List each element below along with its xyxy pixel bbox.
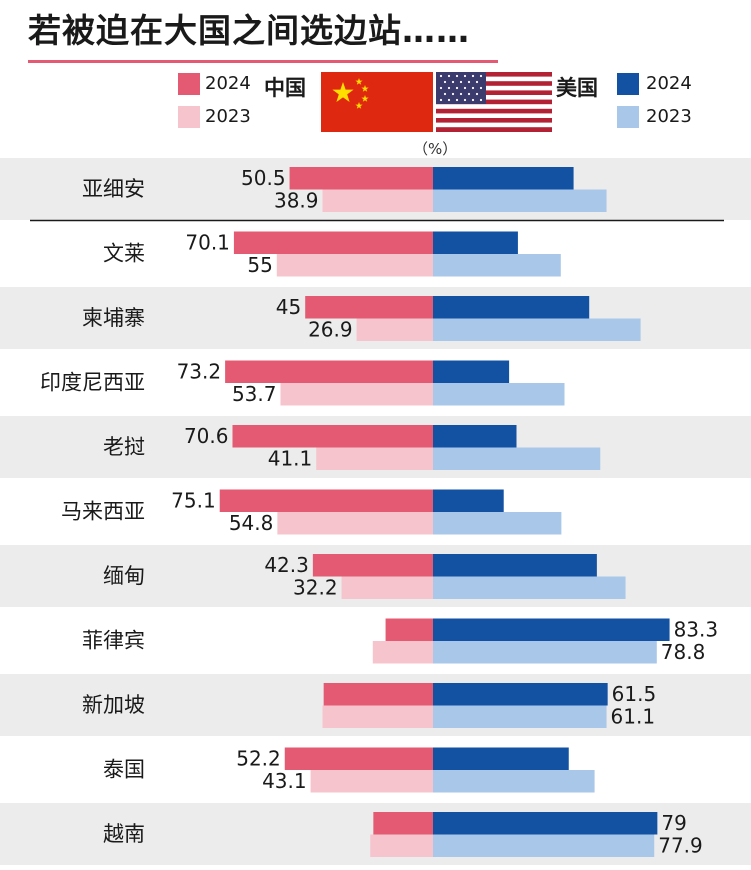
bar-us-2023-row-3 — [433, 383, 565, 406]
bar-us-2024-row-1 — [433, 231, 518, 254]
category-label-row-10: 越南 — [103, 822, 145, 846]
bar-china-2023-row-8 — [322, 705, 433, 728]
bar-china-2023-row-10 — [370, 834, 433, 857]
bar-china-2023-row-0 — [322, 189, 433, 212]
legend-china-2023-label: 2023 — [205, 106, 251, 127]
bar-china-2023-row-4 — [316, 447, 433, 470]
bar-china-2024-row-6 — [312, 554, 433, 577]
category-label-row-8: 新加坡 — [82, 693, 145, 717]
bar-china-2023-row-1 — [276, 254, 433, 277]
title-underline — [28, 60, 498, 63]
data-label-china-2024-row-6: 42.3 — [264, 553, 309, 577]
data-label-us-2024-row-8: 61.5 — [612, 682, 657, 706]
bar-china-2024-row-4 — [232, 425, 433, 448]
bar-china-2023-row-3 — [280, 383, 433, 406]
data-label-us-2023-row-10: 77.9 — [658, 833, 703, 857]
bar-us-2023-row-1 — [433, 254, 561, 277]
bar-us-2024-row-4 — [433, 425, 517, 448]
bar-china-2024-row-2 — [305, 296, 433, 319]
bar-us-2023-row-6 — [433, 576, 626, 599]
data-label-us-2024-row-10: 79 — [661, 811, 686, 835]
legend-china-2023-swatch — [178, 106, 200, 128]
legend-china-2024-label: 2024 — [205, 73, 251, 94]
category-label-row-7: 菲律宾 — [82, 629, 145, 653]
bar-china-2023-row-5 — [277, 512, 433, 535]
bar-china-2024-row-8 — [323, 683, 433, 706]
legend-china-2024-swatch — [178, 73, 200, 95]
bar-us-2024-row-6 — [433, 554, 597, 577]
category-label-row-5: 马来西亚 — [61, 500, 145, 524]
legend-us-2023-swatch — [617, 106, 639, 128]
us-flag-icon — [436, 72, 552, 132]
bar-china-2024-row-9 — [284, 747, 433, 770]
bar-china-2023-row-2 — [356, 318, 433, 341]
data-label-china-2024-row-3: 73.2 — [177, 359, 222, 383]
bar-us-2023-row-10 — [433, 834, 655, 857]
category-label-row-6: 缅甸 — [103, 564, 145, 588]
bar-china-2024-row-0 — [289, 167, 433, 190]
bar-china-2024-row-10 — [373, 812, 433, 835]
data-label-china-2023-row-9: 43.1 — [262, 769, 307, 793]
legend-us-2024-label: 2024 — [646, 73, 692, 94]
category-label-row-2: 柬埔寨 — [82, 306, 145, 330]
china-flag-icon — [321, 72, 433, 132]
bar-china-2024-row-1 — [233, 231, 433, 254]
data-label-china-2024-row-0: 50.5 — [241, 166, 286, 190]
data-label-us-2023-row-7: 78.8 — [661, 640, 706, 664]
bar-us-2024-row-7 — [433, 618, 670, 641]
bar-china-2023-row-7 — [372, 641, 433, 664]
data-label-us-2023-row-8: 61.1 — [611, 704, 656, 728]
bar-us-2023-row-7 — [433, 641, 657, 664]
bar-china-2023-row-6 — [341, 576, 433, 599]
category-label-row-4: 老挝 — [103, 435, 145, 459]
data-label-china-2024-row-9: 52.2 — [236, 746, 281, 770]
bar-us-2024-row-3 — [433, 360, 510, 383]
bar-us-2024-row-5 — [433, 489, 504, 512]
unit-label: （%） — [413, 140, 458, 158]
data-label-china-2023-row-0: 38.9 — [274, 188, 319, 212]
page-title: 若被迫在大国之间选边站…… — [28, 11, 470, 50]
bar-china-2024-row-3 — [225, 360, 433, 383]
legend-us-2024-swatch — [617, 73, 639, 95]
bar-us-2023-row-0 — [433, 189, 607, 212]
bar-us-2023-row-5 — [433, 512, 562, 535]
legend-china-name: 中国 — [264, 76, 306, 100]
bar-us-2023-row-4 — [433, 447, 601, 470]
data-label-china-2023-row-6: 32.2 — [293, 575, 338, 599]
data-label-china-2024-row-4: 70.6 — [184, 424, 229, 448]
data-label-china-2023-row-1: 55 — [247, 253, 272, 277]
legend-us-name: 美国 — [556, 76, 598, 100]
category-label-row-9: 泰国 — [103, 758, 145, 782]
data-label-china-2023-row-4: 41.1 — [268, 446, 313, 470]
data-label-china-2024-row-5: 75.1 — [171, 488, 216, 512]
category-label-row-3: 印度尼西亚 — [40, 371, 145, 395]
category-label-row-0: 亚细安 — [82, 177, 145, 201]
bar-us-2024-row-8 — [433, 683, 608, 706]
bar-us-2023-row-9 — [433, 770, 595, 793]
bar-us-2024-row-10 — [433, 812, 658, 835]
data-label-china-2023-row-2: 26.9 — [308, 317, 353, 341]
category-label-row-1: 文莱 — [103, 242, 145, 266]
bar-china-2023-row-9 — [310, 770, 433, 793]
bar-us-2023-row-8 — [433, 705, 607, 728]
data-label-us-2024-row-7: 83.3 — [674, 617, 719, 641]
data-label-china-2024-row-2: 45 — [276, 295, 301, 319]
bar-china-2024-row-7 — [385, 618, 433, 641]
data-label-china-2023-row-5: 54.8 — [229, 511, 274, 535]
bar-us-2024-row-0 — [433, 167, 574, 190]
bar-us-2024-row-9 — [433, 747, 569, 770]
data-label-china-2024-row-1: 70.1 — [185, 230, 230, 254]
bar-us-2024-row-2 — [433, 296, 590, 319]
bar-china-2024-row-5 — [219, 489, 433, 512]
bar-us-2023-row-2 — [433, 318, 641, 341]
data-label-china-2023-row-3: 53.7 — [232, 382, 277, 406]
legend-us-2023-label: 2023 — [646, 106, 692, 127]
